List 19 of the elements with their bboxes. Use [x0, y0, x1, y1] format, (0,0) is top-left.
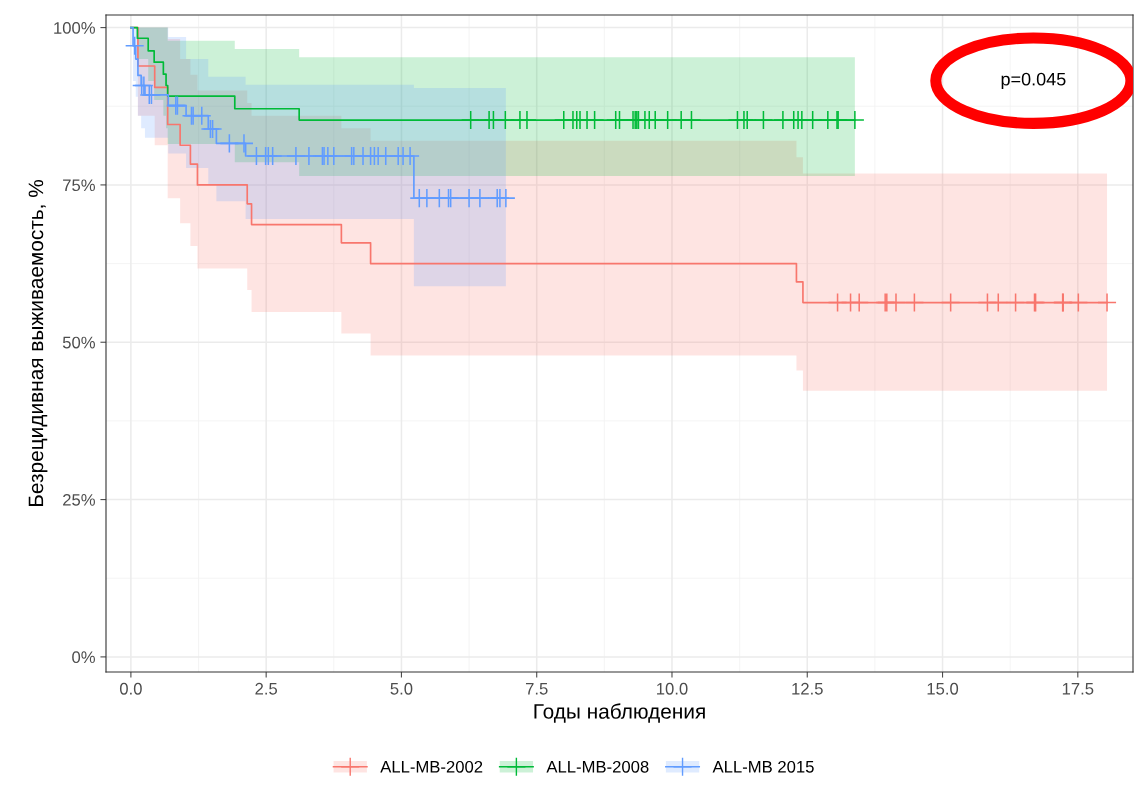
y-tick-label: 25%	[63, 493, 95, 506]
y-tick-label: 100%	[54, 21, 95, 34]
x-tick-label: 10.0	[657, 682, 688, 695]
legend-label: ALL-MB-2008	[546, 760, 649, 773]
x-tick-label: 0.0	[119, 682, 142, 695]
x-axis-title: Годы наблюдения	[534, 703, 705, 723]
x-tick-label: 17.5	[1062, 683, 1094, 695]
x-tick-label: 12.5	[792, 682, 823, 695]
y-tick-label: 75%	[63, 179, 95, 192]
legend-label: ALL-MB 2015	[712, 760, 814, 773]
x-tick-label: 5.0	[390, 682, 413, 695]
x-tick-label: 7.5	[525, 683, 548, 695]
x-tick-label: 2.5	[255, 682, 278, 695]
x-tick-label: 15.0	[927, 682, 959, 695]
y-tick-label: 50%	[62, 336, 95, 349]
legend-label: ALL-MB-2002	[380, 760, 483, 773]
annotation: p=0.045	[1001, 72, 1066, 90]
y-tick-label: 0%	[72, 651, 95, 664]
y-axis-title: Безрецидивная выживаемость, %	[28, 179, 48, 507]
